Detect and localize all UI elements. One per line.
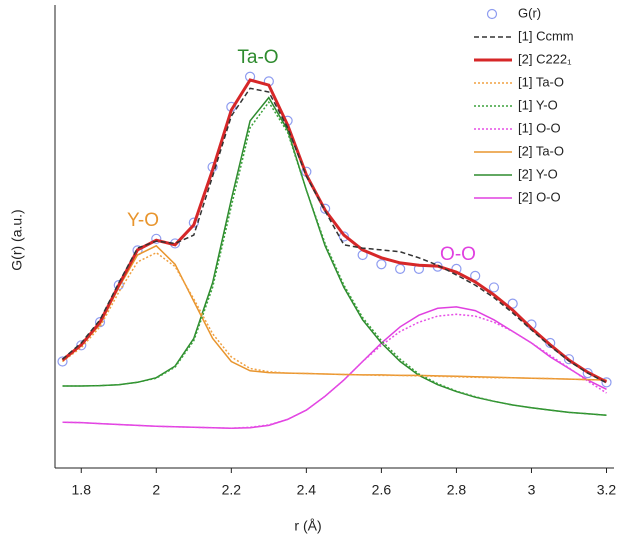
legend-label: [2] Y-O xyxy=(518,166,558,181)
data-point xyxy=(57,356,68,367)
data-point xyxy=(76,340,87,351)
annotation: Ta-O xyxy=(237,47,278,68)
data-point xyxy=(395,263,406,275)
x-tick-label: 3.2 xyxy=(597,482,617,498)
series-line xyxy=(62,87,607,384)
x-tick-label: 2.2 xyxy=(222,482,242,498)
legend-label: [1] O-O xyxy=(518,120,561,135)
series-line xyxy=(62,306,607,429)
x-tick-label: 2.8 xyxy=(447,482,467,498)
data-point xyxy=(488,282,500,293)
legend-label: G(r) xyxy=(518,5,541,20)
series-line xyxy=(62,100,607,416)
x-tick-label: 2.4 xyxy=(297,482,317,498)
legend-label: [2] Ta-O xyxy=(518,143,564,158)
annotation: O-O xyxy=(440,244,476,265)
x-tick-label: 3 xyxy=(528,482,536,498)
legend-label: [1] Ccmm xyxy=(518,28,574,43)
data-point xyxy=(601,377,612,388)
legend-label: [2] C222₁ xyxy=(518,51,572,66)
data-point xyxy=(338,231,349,242)
legend-label: [2] O-O xyxy=(518,189,561,204)
series-line xyxy=(62,96,607,416)
series-line xyxy=(62,251,607,381)
data-point xyxy=(545,337,556,349)
legend-label: [1] Y-O xyxy=(518,97,558,112)
data-point xyxy=(563,354,575,365)
x-tick-label: 2.6 xyxy=(372,482,392,498)
series-line xyxy=(62,313,607,429)
x-tick-label: 1.8 xyxy=(72,482,92,498)
x-tick-label: 2 xyxy=(152,482,160,498)
data-point xyxy=(507,298,518,309)
x-axis-label: r (Å) xyxy=(294,518,321,534)
legend-label: [1] Ta-O xyxy=(518,74,564,89)
data-point xyxy=(113,280,124,291)
data-point xyxy=(151,233,162,244)
legend-marker xyxy=(486,8,498,20)
data-point xyxy=(320,203,331,214)
data-point xyxy=(376,259,387,270)
data-point xyxy=(94,317,106,328)
y-axis-label: G(r) (a.u.) xyxy=(9,209,25,270)
annotation: Y-O xyxy=(127,210,159,231)
